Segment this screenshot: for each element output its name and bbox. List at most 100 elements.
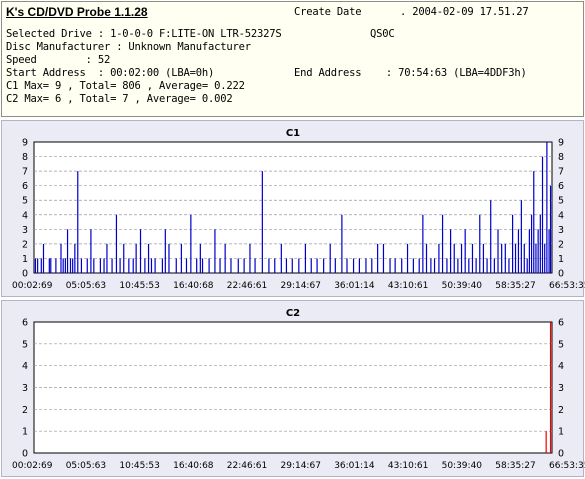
c1-bar <box>504 243 506 273</box>
y-tick-label-right: 2 <box>558 239 564 250</box>
c1-bar <box>475 258 477 273</box>
c1-chart: C1 0 0 1 1 2 2 3 3 4 4 5 5 6 6 7 7 8 8 9 9 00:02:69 05:05:63 10… <box>12 128 585 291</box>
y-tick-label-left: 6 <box>22 318 28 329</box>
c1-bar <box>514 243 517 273</box>
c1-bar <box>537 229 539 273</box>
c1-bar <box>34 258 37 273</box>
c1-bar <box>298 258 300 273</box>
c1-bar <box>406 243 409 273</box>
y-tick-label-right: 1 <box>558 254 564 265</box>
end-address: End Address : 70:54:63 (LBA=4DDF3h) <box>294 67 527 79</box>
c1-bar <box>544 243 546 273</box>
y-tick-label-right: 6 <box>558 181 564 192</box>
c1-bar <box>168 243 170 273</box>
drive-firmware: QS0C <box>370 28 395 40</box>
x-tick-label: 66:53:35 <box>549 281 585 291</box>
y-tick-label-left: 0 <box>22 449 28 460</box>
c1-bar <box>546 142 548 273</box>
c1-bar <box>77 171 79 273</box>
c1-bar <box>533 171 535 273</box>
c1-bar <box>334 258 336 273</box>
c1-bar <box>446 258 448 273</box>
c1-bar <box>453 243 455 273</box>
start-address: Start Address : 00:02:00 (LBA=0h) <box>6 67 215 79</box>
y-tick-label-right: 7 <box>558 167 564 178</box>
c1-bar <box>501 243 503 273</box>
y-tick-label-left: 2 <box>22 405 28 416</box>
create-date-value: . 2004-02-09 17.51.27 <box>400 6 529 18</box>
c1-bar <box>526 258 528 273</box>
c1-bar <box>42 243 45 273</box>
y-tick-label-left: 0 <box>22 269 28 280</box>
c1-bar <box>40 258 42 273</box>
y-tick-label-left: 7 <box>22 167 28 178</box>
c1-bar <box>497 229 499 273</box>
x-tick-label: 22:46:61 <box>227 461 267 471</box>
c2-bar <box>545 431 547 453</box>
y-tick-label-right: 8 <box>558 152 564 163</box>
y-tick-label-right: 1 <box>558 427 564 438</box>
c1-bar <box>219 258 221 273</box>
x-tick-label: 05:05:63 <box>66 281 106 291</box>
c1-bar <box>418 258 420 273</box>
c1-bar <box>123 243 125 273</box>
c1-bar <box>90 229 92 273</box>
y-tick-label-left: 5 <box>22 196 28 207</box>
y-tick-label-left: 6 <box>22 181 28 192</box>
c1-bar <box>464 229 466 273</box>
c2-summary: C2 Max= 6 , Total= 7 , Average= 0.002 <box>6 93 233 105</box>
c1-bar <box>430 258 432 273</box>
c1-bar <box>457 258 459 273</box>
c1-bar <box>243 258 245 273</box>
y-tick-label-right: 5 <box>558 196 564 207</box>
x-tick-label: 10:45:53 <box>119 461 159 471</box>
c1-bar <box>128 258 130 273</box>
c1-bar <box>161 258 164 273</box>
c1-bar <box>358 258 360 273</box>
c1-bar <box>549 185 552 273</box>
c1-bar <box>48 258 50 273</box>
y-tick-label-left: 4 <box>22 210 28 221</box>
c1-bar <box>479 214 481 273</box>
x-tick-label: 00:02:69 <box>12 281 53 291</box>
c1-bar <box>69 258 72 273</box>
c1-bar <box>106 243 108 273</box>
x-tick-label: 36:01:14 <box>334 461 375 471</box>
y-tick-label-left: 2 <box>22 239 28 250</box>
c1-bar <box>482 243 485 273</box>
c1-bar <box>164 229 166 273</box>
c1-bar <box>377 243 379 273</box>
c1-bar <box>316 258 318 273</box>
c1-bar <box>394 258 396 273</box>
c1-bar <box>154 258 156 273</box>
info-panel: K's CD/DVD Probe 1.1.28 Create Date . 20… <box>1 1 584 117</box>
c1-bar <box>471 243 474 273</box>
x-tick-label: 50:39:40 <box>442 461 483 471</box>
c1-bar <box>541 156 544 273</box>
c1-bar <box>490 200 492 273</box>
c1-bar <box>274 258 276 273</box>
x-tick-label: 36:01:14 <box>334 281 375 291</box>
c1-bar <box>512 214 514 273</box>
c1-bar <box>139 229 142 273</box>
selected-drive: Selected Drive : 1-0-0-0 F:LITE-ON LTR-5… <box>6 28 282 40</box>
y-tick-label-left: 5 <box>22 339 28 350</box>
c1-bar <box>261 171 263 273</box>
y-tick-label-left: 8 <box>22 152 28 163</box>
c1-bar <box>37 258 39 273</box>
x-tick-label: 58:35:27 <box>495 281 535 291</box>
c2-bar <box>549 322 552 453</box>
c1-bar <box>268 258 270 273</box>
x-tick-label: 50:39:40 <box>442 281 483 291</box>
c1-bar <box>190 214 192 273</box>
c1-bar <box>115 214 118 273</box>
c1-bar <box>323 258 325 273</box>
y-tick-label-right: 2 <box>558 405 564 416</box>
c1-bar <box>237 258 239 273</box>
y-tick-label-left: 1 <box>22 254 28 265</box>
y-tick-label-right: 0 <box>558 269 564 280</box>
x-tick-label: 05:05:63 <box>66 461 106 471</box>
c1-bar <box>60 243 62 273</box>
c1-bar <box>254 258 256 273</box>
c1-bar <box>449 229 452 273</box>
